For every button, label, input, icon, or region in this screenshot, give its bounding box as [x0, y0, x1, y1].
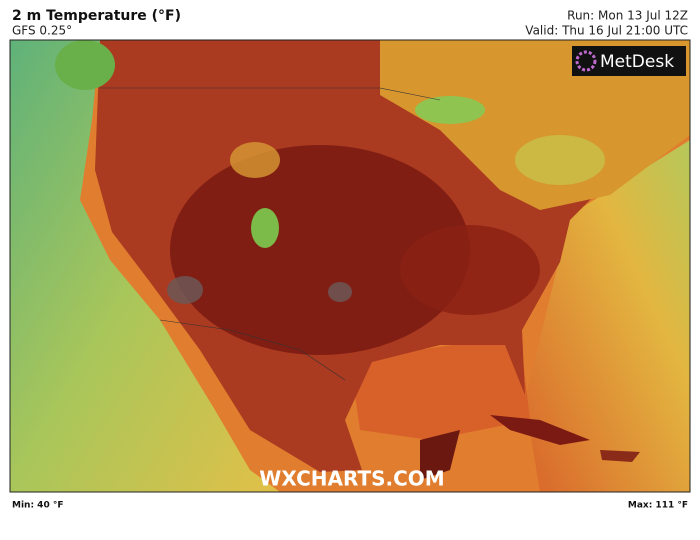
logo-box: [572, 46, 686, 76]
border: [100, 87, 441, 101]
rockies-cool: [251, 208, 279, 248]
watermark: WXCHARTS.COM: [259, 467, 444, 491]
heat-core-east: [400, 225, 540, 315]
desert-extreme: [167, 276, 203, 304]
map: [10, 40, 690, 492]
rockies-warm: [230, 142, 280, 178]
valid-label: Valid: Thu 16 Jul 21:00 UTC: [525, 24, 688, 38]
logo-icon: [575, 50, 597, 72]
great-lakes-cool: [415, 96, 485, 124]
gulf-of-mexico: [350, 335, 530, 440]
run-label: Run: Mon 13 Jul 12Z: [567, 9, 688, 23]
hispaniola: [600, 450, 640, 462]
min-label: Min: 40 °F: [12, 501, 64, 511]
cuba: [490, 415, 590, 445]
border: [159, 319, 346, 381]
logo-text: MetDesk: [600, 52, 674, 72]
canada-east: [380, 40, 690, 210]
plains-extreme: [328, 282, 352, 302]
model-label: GFS 0.25°: [12, 24, 72, 38]
yucatan: [420, 430, 460, 480]
heat-core: [170, 145, 470, 355]
max-label: Max: 111 °F: [628, 501, 688, 511]
title: 2 m Temperature (°F): [12, 8, 181, 24]
atlantic: [525, 140, 690, 492]
northeast-cool: [515, 135, 605, 185]
map-frame: [9, 39, 691, 493]
pacific: [10, 40, 280, 492]
northwest-cool: [55, 40, 115, 90]
